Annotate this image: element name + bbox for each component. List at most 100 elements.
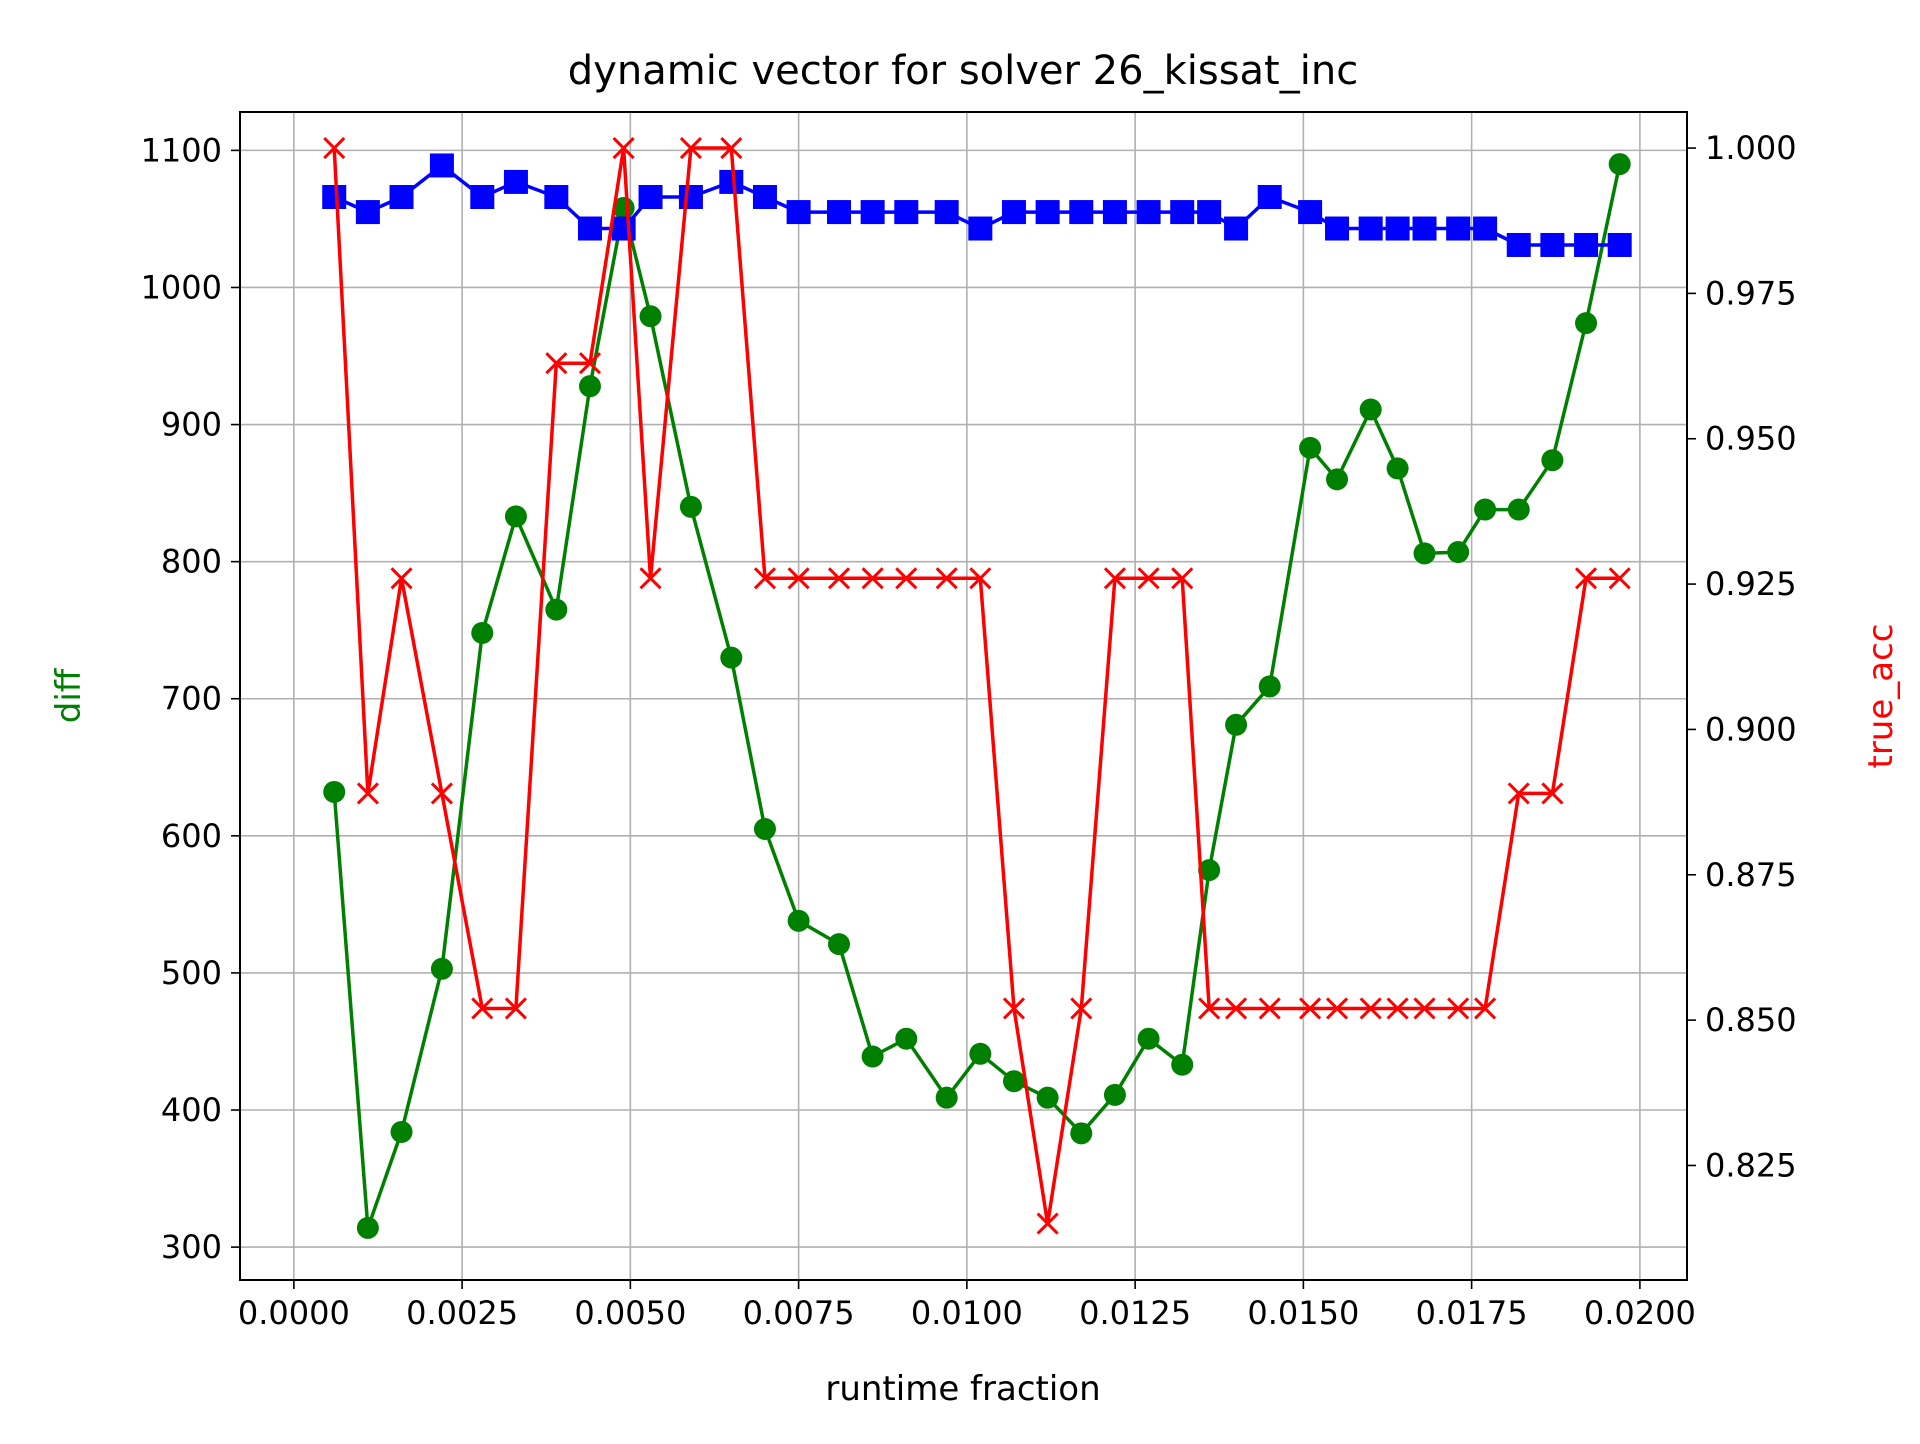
data-point-circle [1103, 1083, 1126, 1106]
data-point-x [1325, 997, 1349, 1020]
data-point-x [1507, 782, 1530, 805]
data-point-circle [1575, 312, 1598, 335]
data-point-x [1198, 997, 1221, 1020]
x-tick-label: 0.0075 [743, 1294, 855, 1332]
data-point-x [1574, 567, 1598, 590]
data-point-square [1224, 216, 1249, 241]
x-tick-label: 0.0175 [1416, 1294, 1528, 1332]
data-point-square [611, 216, 636, 241]
data-point-square [1412, 216, 1437, 241]
data-point-x [720, 136, 743, 160]
data-point-circle [1507, 498, 1530, 521]
data-point-square [503, 169, 528, 194]
y-tick-label: 400 [161, 1091, 222, 1129]
data-point-square [752, 184, 777, 209]
data-point-square [1473, 216, 1498, 241]
data-point-x [1447, 997, 1470, 1020]
data-point-circle [1413, 542, 1436, 565]
data-point-circle [545, 598, 568, 621]
data-point-circle [720, 646, 743, 669]
x-tick-label: 0.0025 [406, 1294, 518, 1332]
data-point-x [1070, 997, 1093, 1020]
chart-title: dynamic vector for solver 26_kissat_inc [568, 48, 1358, 94]
y-tick-label: 800 [161, 543, 222, 581]
data-point-circle [969, 1042, 992, 1065]
data-point-circle [1225, 713, 1248, 736]
data-point-x [1386, 997, 1409, 1020]
data-point-x [1171, 567, 1194, 590]
data-point-square [429, 153, 454, 178]
data-point-circle [1258, 675, 1281, 698]
y-tick-label: 700 [161, 680, 222, 718]
data-point-x [390, 567, 413, 590]
data-point-square [1325, 216, 1350, 241]
y2-tick-label: 0.925 [1705, 565, 1797, 603]
axis-layer: 0.0000 0.0025 0.0050 0.0075 0.0100 0.0125 0.01… [141, 129, 1797, 1332]
data-point-square [1035, 200, 1060, 225]
y2-tick-label: 0.900 [1705, 710, 1797, 748]
data-point-x [1258, 997, 1281, 1020]
data-point-circle [679, 495, 702, 518]
data-point-square [1574, 232, 1599, 257]
data-point-circle [323, 780, 346, 803]
data-point-square [1358, 216, 1383, 241]
y2-tick-label: 0.850 [1705, 1001, 1797, 1039]
data-point-x [471, 997, 494, 1020]
data-point-x [504, 997, 528, 1020]
y-tick-label: 1100 [141, 131, 222, 169]
data-point-square [544, 184, 569, 209]
data-point-square [678, 184, 703, 209]
x-tick-label: 0.0000 [238, 1294, 350, 1332]
data-point-circle [1474, 498, 1497, 521]
data-point-x [969, 567, 992, 590]
y2-tick-label: 0.975 [1705, 274, 1797, 312]
y-axis-label: diff [49, 667, 89, 723]
data-point-circle [1002, 1070, 1025, 1093]
data-point-circle [504, 505, 527, 528]
data-point-square [389, 184, 414, 209]
data-point-circle [861, 1045, 884, 1068]
x-tick-label: 0.0050 [574, 1294, 686, 1332]
data-point-circle [753, 817, 776, 840]
data-point-circle [827, 933, 850, 956]
data-point-circle [390, 1120, 413, 1143]
x-tick-label: 0.0150 [1247, 1294, 1359, 1332]
data-point-square [786, 200, 811, 225]
data-point-x [1036, 1212, 1059, 1235]
series-layer [322, 136, 1632, 1239]
data-point-square [1170, 200, 1195, 225]
data-point-square [860, 200, 885, 225]
data-point-x [827, 567, 851, 590]
data-point-square [934, 200, 959, 225]
y2-axis-label: true_acc [1861, 624, 1901, 769]
data-point-x [612, 136, 635, 160]
data-point-square [1506, 232, 1531, 257]
data-point-square [1197, 200, 1222, 225]
data-point-circle [430, 957, 453, 980]
y2-tick-label: 0.825 [1705, 1146, 1797, 1184]
data-point-x [935, 567, 958, 590]
y-tick-label: 1000 [141, 268, 222, 306]
data-point-x [895, 567, 918, 590]
data-point-circle [471, 621, 494, 644]
data-point-x [356, 782, 379, 805]
x-tick-label: 0.0100 [911, 1294, 1023, 1332]
y2-tick-label: 0.950 [1705, 420, 1797, 458]
data-point-square [1446, 216, 1471, 241]
data-point-circle [1171, 1053, 1194, 1076]
data-point-circle [1326, 468, 1349, 491]
data-point-x [679, 136, 702, 160]
data-point-square [968, 216, 993, 241]
y-tick-label: 600 [161, 817, 222, 855]
data-point-circle [1359, 398, 1382, 421]
data-point-square [1540, 232, 1565, 257]
data-point-square [355, 200, 380, 225]
data-point-square [1385, 216, 1410, 241]
data-point-x [1002, 997, 1026, 1020]
data-point-square [1607, 232, 1632, 257]
grid-layer [240, 112, 1687, 1280]
y2-tick-label: 0.875 [1705, 856, 1797, 894]
data-point-square [1257, 184, 1282, 209]
